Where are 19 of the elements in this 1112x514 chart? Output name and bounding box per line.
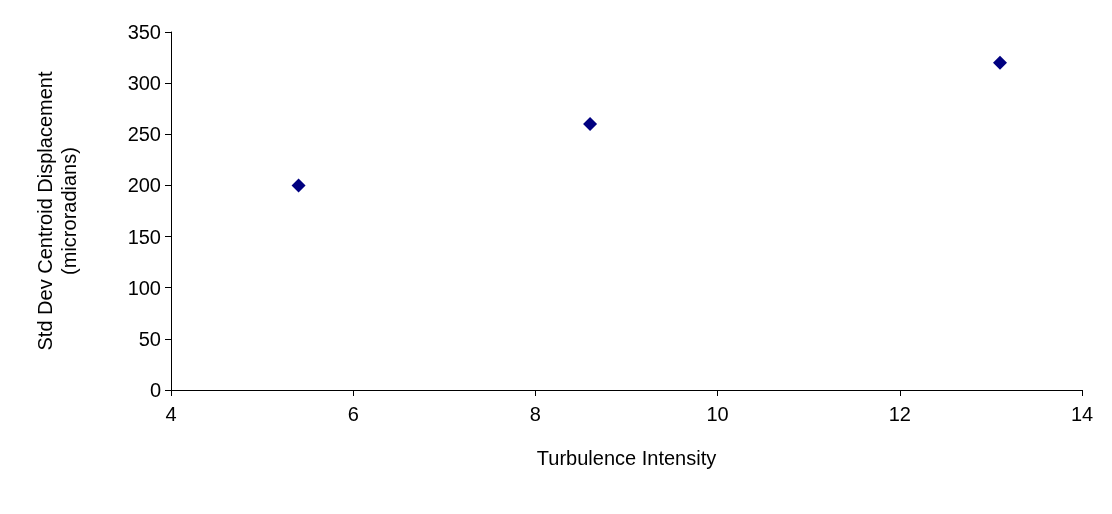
point [583, 117, 598, 132]
y-tick-label: 200 [127, 174, 161, 197]
y-tick-label: 250 [127, 123, 161, 146]
y-tick-label: 100 [127, 276, 161, 299]
x-tick-label: 12 [888, 403, 911, 425]
y-axis-title: Std Dev Centroid Displacement (microradians) [34, 71, 80, 351]
point [291, 178, 306, 193]
x-tick-label: 4 [165, 403, 177, 425]
x-axis-title: Turbulence Intensity [536, 447, 717, 469]
x-tick-label: 10 [706, 403, 729, 425]
y-tick-label: 350 [127, 21, 161, 43]
y-tick-label: 50 [138, 327, 161, 350]
x-tick-label: 14 [1070, 403, 1094, 425]
y-tick-label: 300 [127, 72, 161, 95]
x-tick-label: 6 [347, 403, 359, 425]
y-tick-label: 150 [127, 225, 161, 248]
point [993, 55, 1008, 70]
x-tick-label: 8 [529, 403, 541, 425]
y-tick-label: 0 [149, 379, 161, 401]
